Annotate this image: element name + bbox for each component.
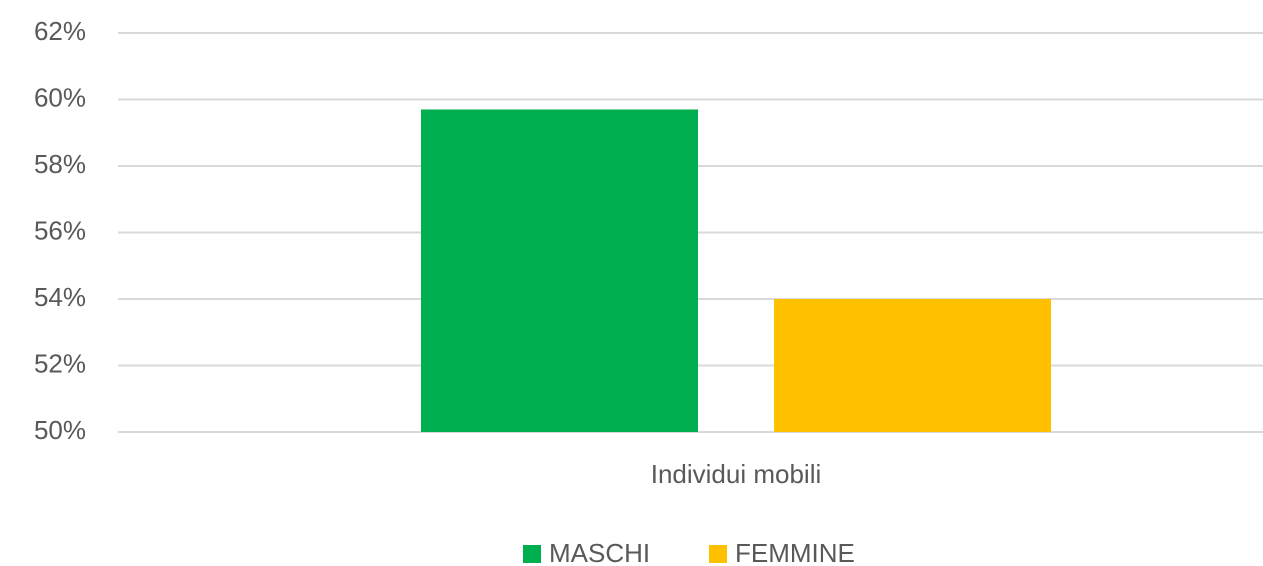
y-tick-label: 56%: [34, 215, 86, 245]
legend-swatch: [523, 545, 541, 563]
bar: [421, 109, 698, 432]
legend-swatch: [709, 545, 727, 563]
legend-label: FEMMINE: [735, 538, 855, 566]
legend-label: MASCHI: [549, 538, 650, 566]
y-tick-label: 58%: [34, 149, 86, 179]
y-tick-label: 60%: [34, 82, 86, 112]
y-tick-label: 62%: [34, 16, 86, 46]
y-tick-label: 50%: [34, 415, 86, 445]
bar: [774, 299, 1051, 432]
x-tick-label: Individui mobili: [651, 459, 822, 489]
y-tick-label: 54%: [34, 282, 86, 312]
y-tick-label: 52%: [34, 348, 86, 378]
